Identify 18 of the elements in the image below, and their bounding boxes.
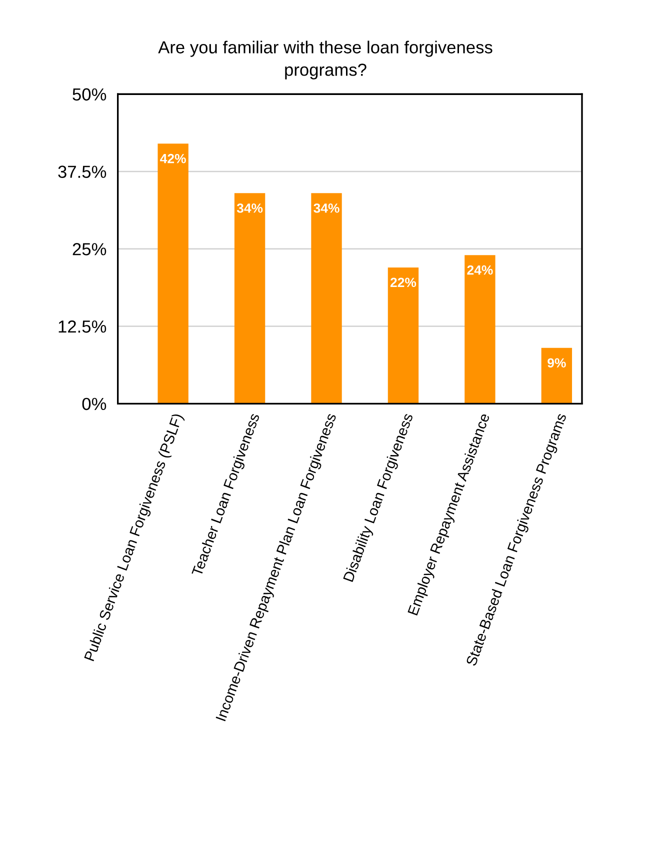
- data-label: 42%: [160, 154, 186, 164]
- data-label: 34%: [314, 203, 340, 213]
- y-tick-label: 0%: [82, 398, 106, 410]
- chart-title: Are you familiar with these loan forgiveness programs?: [158, 40, 492, 80]
- data-label: 24%: [467, 265, 493, 275]
- bar: [158, 144, 188, 404]
- bar: [311, 193, 342, 404]
- bar: [388, 267, 419, 404]
- y-tick-label: 25%: [72, 243, 106, 256]
- y-tick-label: 12.5%: [58, 320, 106, 333]
- y-tick-label: 50%: [72, 88, 106, 101]
- bar: [541, 348, 572, 404]
- data-label: 22%: [390, 278, 416, 288]
- data-label: 9%: [548, 358, 566, 368]
- y-tick-label: 37.5%: [58, 166, 106, 178]
- bar: [234, 193, 266, 404]
- bar: [464, 255, 496, 404]
- data-label: 34%: [236, 203, 263, 213]
